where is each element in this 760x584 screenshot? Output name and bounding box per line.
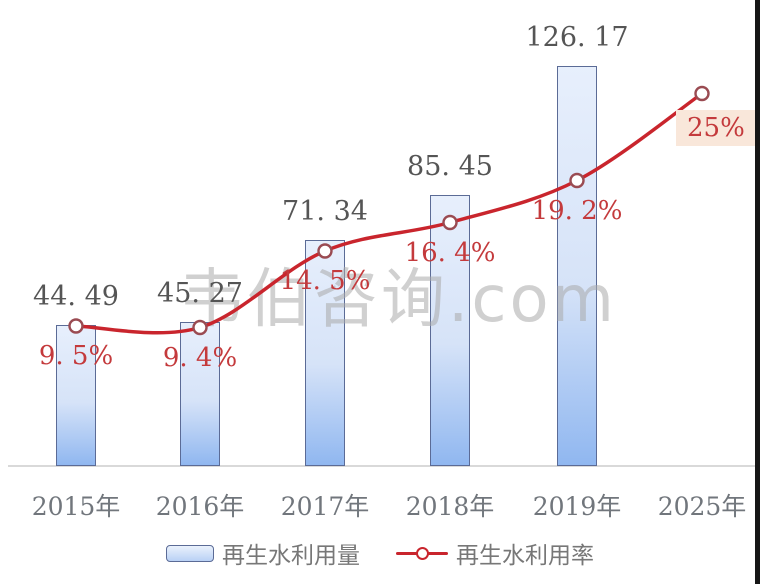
rate-marker-2025年 [694,85,710,102]
rate-label-2016年: 9. 4% [162,342,238,373]
rate-marker-2016年 [192,319,208,336]
x-axis-label-2015年: 2015年 [31,492,121,521]
rate-line [74,91,704,335]
bar-value-label-2019年: 126. 17 [525,21,629,53]
rate-label-2017年: 14. 5% [279,266,371,296]
x-axis-label-2019年: 2019年 [532,492,622,521]
line-swatch-icon [396,545,448,561]
bar-value-label-2016年: 45. 27 [157,278,243,310]
bar-value-label-2018年: 85. 45 [407,151,493,182]
x-axis-label-2018年: 2018年 [405,492,495,521]
x-axis-label-2017年: 2017年 [280,492,370,521]
legend-item-rate: 再生水利用率 [396,536,594,570]
legend-volume-label: 再生水利用量 [222,543,360,569]
rate-marker-2015年 [68,318,84,334]
x-axis-label-2025年: 2025年 [657,492,747,521]
bar-2015年 [56,324,96,466]
rate-label-2015年: 9. 5% [38,341,114,371]
rate-label-2019年: 19. 2% [531,195,623,226]
bar-swatch-icon [166,544,214,562]
rate-marker-2018年 [442,214,458,231]
x-axis-line [8,465,756,467]
bar-value-label-2015年: 44. 49 [33,280,119,312]
bar-2019年 [557,65,597,466]
bar-2017年 [305,239,345,466]
x-axis-label-2016年: 2016年 [155,492,245,521]
legend: 再生水利用量 再生水利用率 [166,536,594,570]
bar-2018年 [430,195,470,466]
legend-rate-label: 再生水利用率 [456,543,594,569]
screenshot-right-edge-border [755,0,760,584]
bar-value-label-2017年: 71. 34 [282,195,368,227]
legend-item-volume: 再生水利用量 [166,536,360,570]
rate-marker-2019年 [569,172,585,189]
rate-label-2018年: 16. 4% [404,237,496,268]
bar-2016年 [180,322,220,466]
rate-label-2025年: 25% [676,109,756,146]
rate-marker-2017年 [317,243,333,259]
